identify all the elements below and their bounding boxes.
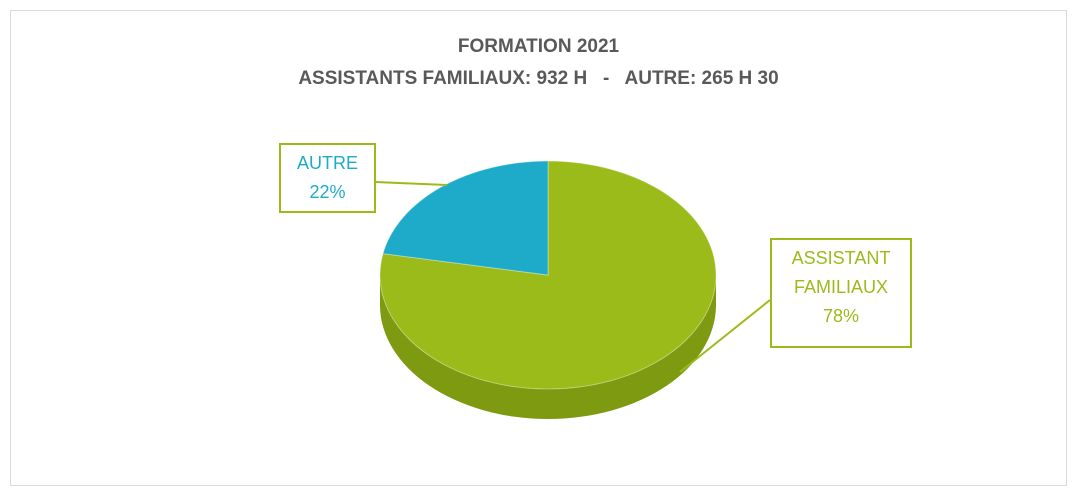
chart-title: FORMATION 2021	[457, 36, 620, 57]
leader-line	[679, 299, 771, 373]
chart-subtitle: ASSISTANTS FAMILIAUX: 932 H - AUTRE: 265…	[298, 68, 779, 89]
pie-slice	[379, 160, 717, 390]
value-label: 22%	[309, 182, 346, 202]
data-label: AUTRE 22%	[279, 143, 376, 213]
pie-slice	[382, 160, 549, 276]
value-label: 78%	[822, 306, 860, 326]
leader-line	[375, 181, 448, 186]
pie-side	[380, 275, 716, 419]
category-label: AUTRE	[296, 153, 358, 173]
data-label: ASSISTANT FAMILIAUX 78%	[770, 238, 912, 348]
category-label: ASSISTANT FAMILIAUX	[791, 248, 891, 297]
